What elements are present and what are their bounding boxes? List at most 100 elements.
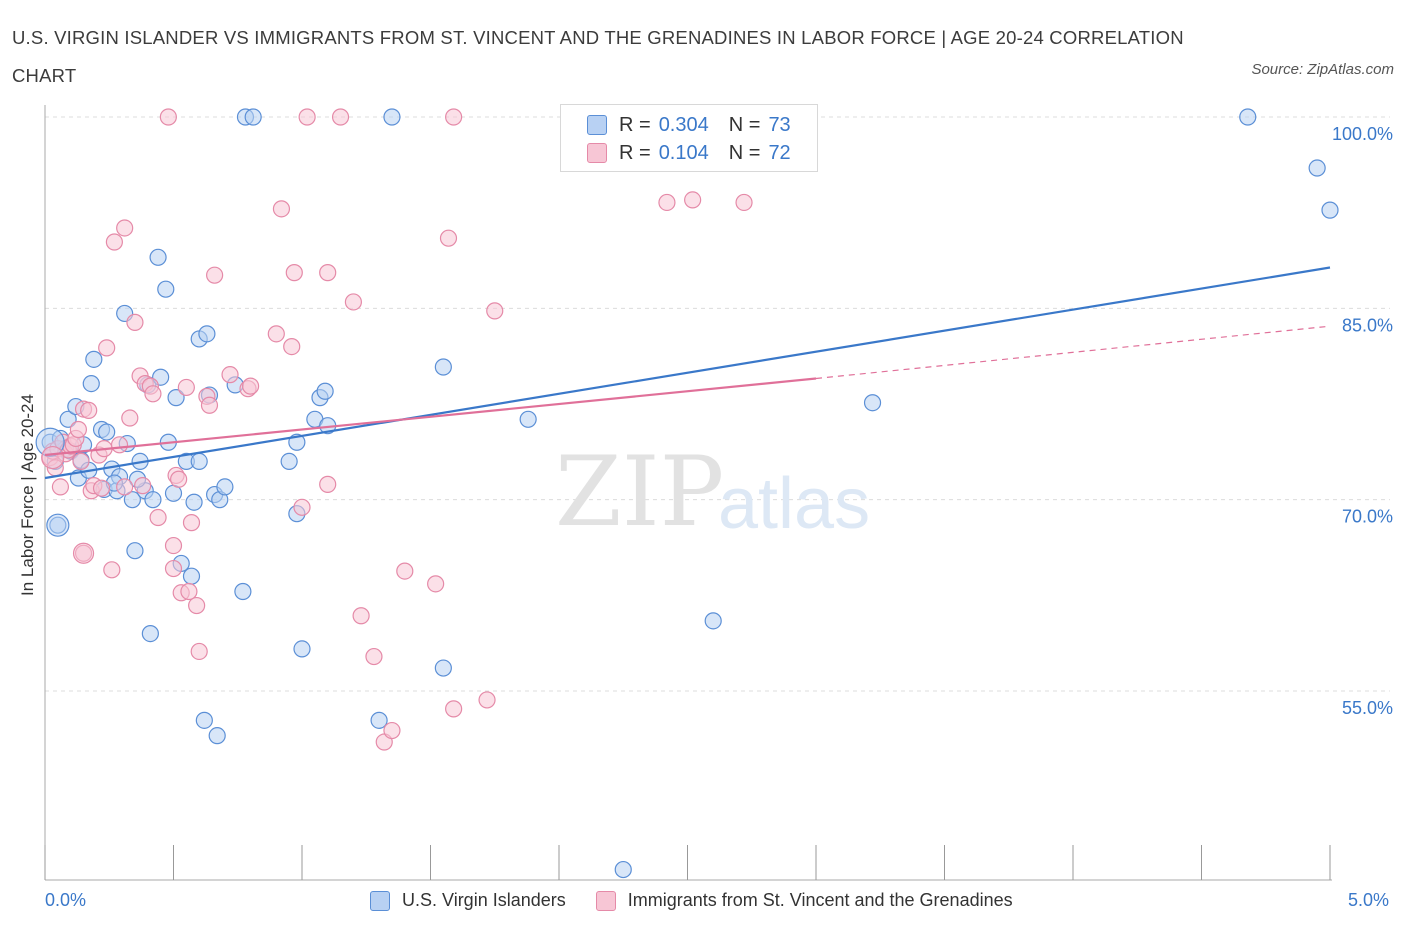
y-tick-label: 100.0% [1332, 124, 1393, 144]
point-virgin-islanders [98, 423, 116, 441]
point-virgin-islanders [126, 542, 144, 560]
legend-r-label: R = [619, 141, 651, 164]
point-virgin-islanders [614, 860, 632, 879]
point-st-vincent [365, 647, 383, 666]
point-virgin-islanders [434, 659, 452, 677]
point-st-vincent [319, 264, 337, 282]
point-virgin-islanders [216, 478, 234, 496]
legend-swatch-pink [587, 143, 607, 163]
point-virgin-islanders [185, 493, 203, 511]
point-st-vincent [285, 264, 303, 282]
point-st-vincent [272, 200, 291, 218]
y-tick-label: 70.0% [1342, 507, 1393, 527]
trend-extension-st-vincent [815, 325, 1331, 380]
point-virgin-islanders [316, 382, 334, 400]
point-st-vincent [439, 229, 458, 247]
legend-row-virgin-islanders: R = 0.304 N = 73 [587, 112, 791, 138]
point-virgin-islanders [1239, 108, 1257, 126]
legend-item-virgin-islanders: U.S. Virgin Islanders [370, 890, 566, 911]
legend-r-label: R = [619, 113, 651, 136]
point-virgin-islanders [293, 640, 311, 658]
y-tick-label: 85.0% [1342, 315, 1393, 335]
point-st-vincent [445, 108, 463, 126]
point-st-vincent [221, 366, 239, 384]
point-st-vincent [72, 452, 90, 470]
point-st-vincent [170, 470, 188, 488]
point-st-vincent [293, 498, 311, 516]
legend-swatch-blue [370, 890, 390, 911]
point-virgin-islanders [519, 410, 537, 428]
point-st-vincent [190, 642, 208, 661]
point-st-vincent [116, 219, 134, 237]
point-virgin-islanders [141, 624, 159, 643]
point-st-vincent [134, 477, 152, 495]
legend-n-label: N = [728, 113, 761, 136]
point-st-vincent [658, 193, 676, 212]
point-st-vincent [72, 542, 95, 564]
legend-label-st-vincent: Immigrants from St. Vincent and the Gren… [627, 890, 1013, 910]
point-virgin-islanders [82, 374, 100, 393]
point-virgin-islanders [167, 389, 185, 407]
point-st-vincent [298, 108, 316, 126]
point-st-vincent [110, 436, 129, 454]
correlation-legend: R = 0.304 N = 73 R = 0.104 N = 72 [560, 104, 818, 172]
point-virgin-islanders [434, 358, 452, 376]
point-virgin-islanders [208, 727, 226, 745]
point-virgin-islanders [1308, 159, 1326, 177]
chart-title: U.S. VIRGIN ISLANDER VS IMMIGRANTS FROM … [12, 27, 1184, 86]
point-st-vincent [383, 721, 401, 740]
y-tick-labels: 100.0% 85.0% 70.0% 55.0% [1332, 124, 1393, 718]
point-virgin-islanders [85, 350, 103, 368]
point-virgin-islanders [149, 248, 167, 266]
point-virgin-islanders [280, 452, 298, 470]
point-st-vincent [188, 596, 206, 615]
point-st-vincent [344, 293, 362, 311]
point-st-vincent [121, 409, 139, 427]
point-virgin-islanders [198, 325, 216, 343]
point-st-vincent [331, 108, 350, 126]
source-label: Source: ZipAtlas.com [1251, 61, 1394, 78]
series-legend: U.S. Virgin Islanders Immigrants from St… [370, 890, 1043, 911]
point-virgin-islanders [123, 491, 141, 509]
point-st-vincent [206, 266, 224, 284]
legend-label-virgin-islanders: U.S. Virgin Islanders [402, 890, 566, 910]
point-st-vincent [445, 700, 463, 718]
point-st-vincent [319, 475, 337, 493]
y-tick-label: 55.0% [1342, 698, 1393, 718]
point-virgin-islanders [157, 280, 175, 298]
point-st-vincent [116, 478, 134, 496]
legend-r-value: 0.104 [658, 141, 709, 164]
point-st-vincent [478, 691, 496, 709]
legend-item-st-vincent: Immigrants from St. Vincent and the Gren… [595, 890, 1013, 911]
trend-line-st-vincent [44, 377, 817, 457]
point-st-vincent [103, 561, 121, 579]
point-virgin-islanders [234, 582, 252, 601]
legend-r-value: 0.304 [658, 113, 709, 136]
trend-lines [44, 266, 1331, 480]
point-virgin-islanders [1321, 201, 1339, 219]
legend-n-label: N = [728, 141, 761, 164]
point-st-vincent [159, 108, 177, 126]
point-virgin-islanders [59, 410, 77, 428]
point-st-vincent [105, 233, 123, 251]
point-st-vincent [41, 445, 65, 470]
point-virgin-islanders [370, 711, 388, 729]
point-st-vincent [177, 378, 195, 397]
legend-swatch-pink [595, 890, 616, 911]
point-virgin-islanders [863, 394, 882, 412]
point-virgin-islanders [704, 612, 722, 630]
point-st-vincent [182, 514, 201, 532]
point-st-vincent [242, 377, 260, 395]
point-st-vincent [164, 559, 183, 578]
point-virgin-islanders [383, 108, 401, 126]
point-st-vincent [352, 607, 370, 625]
point-virgin-islanders [195, 711, 213, 729]
legend-row-st-vincent: R = 0.104 N = 72 [587, 140, 791, 166]
point-virgin-islanders [144, 491, 162, 509]
point-st-vincent [149, 508, 167, 527]
axes [44, 105, 1332, 881]
point-virgin-islanders [182, 567, 201, 585]
scatter-points [35, 108, 1339, 879]
